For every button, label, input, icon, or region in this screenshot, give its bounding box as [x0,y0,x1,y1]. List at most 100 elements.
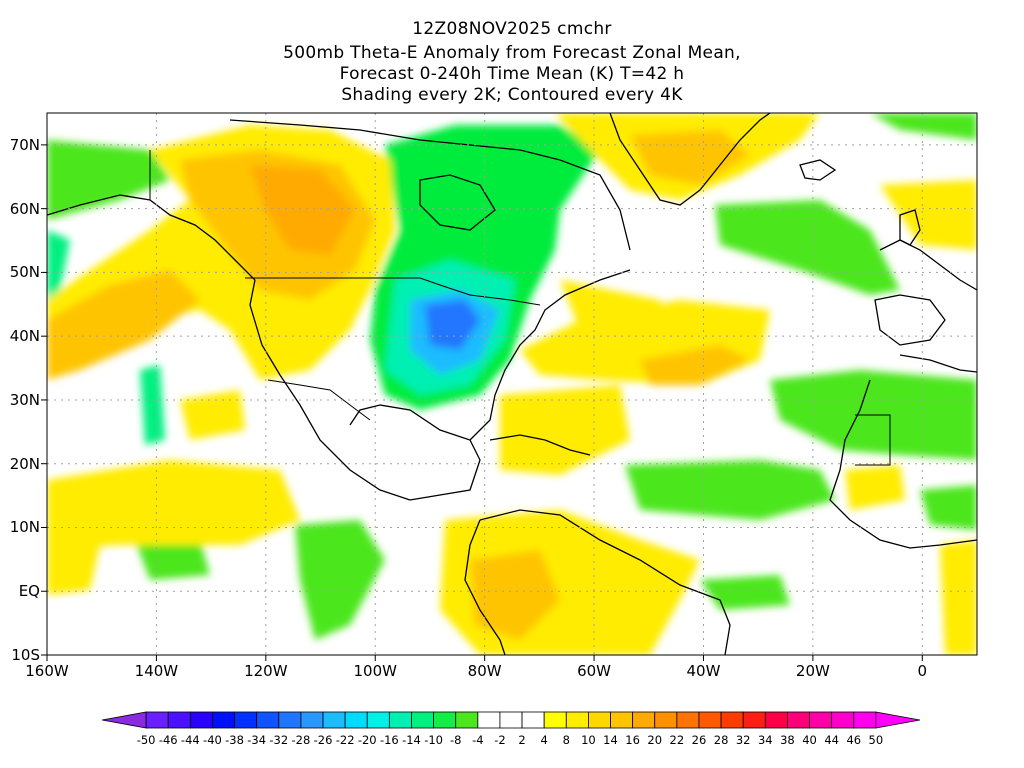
border-us-mexico [267,379,371,421]
shade-central-na-blue [425,300,480,350]
colorbar-label: -28 [291,733,311,747]
colorbar-label: 28 [713,733,729,747]
shade-south-america-orange [470,550,560,640]
coast-hudson-bay [419,174,496,231]
colorbar-swatch [742,711,766,729]
colorbar-label: 10 [581,733,596,747]
axis-ticks [41,144,923,661]
border-us-canada [245,277,541,306]
colorbar-label: 50 [868,733,884,747]
coast-africa-north [899,354,977,373]
lat-label: 20N [9,454,40,473]
gridlines [47,113,977,655]
colorbar-label: -34 [247,733,267,747]
colorbar-label: 8 [562,733,570,747]
shade-caribbean-yellow [500,385,630,475]
shade-eastern-pacific-green [295,520,385,640]
lon-label: 100W [353,662,397,680]
shade-pacific-yellow-west [47,540,100,595]
coast-uk [899,209,921,246]
colorbar [101,711,921,729]
colorbar-label: 44 [824,733,839,747]
colorbar-swatch [521,711,545,729]
lat-label: 70N [9,135,40,154]
lat-label: 60N [9,199,40,218]
colorbar-swatch [278,711,302,729]
colorbar-swatch [764,711,788,729]
colorbar-label: -2 [494,733,506,747]
colorbar-swatch [344,711,368,729]
colorbar-label: 46 [846,733,862,747]
lat-label: 40N [9,327,40,346]
shade-south-atlantic-green [700,575,790,610]
colorbar-label: -26 [313,733,333,747]
colorbar-label: 22 [669,733,685,747]
coast-south-america-west [464,519,506,655]
colorbar-label: 38 [780,733,795,747]
shade-pacific-subtropical-yellow [180,390,245,440]
colorbar-swatch [853,711,877,729]
coast-north-america-west [249,279,411,501]
colorbar-swatch [388,711,412,729]
colorbar-label: -22 [335,733,355,747]
colorbar-label: -4 [472,733,484,747]
shade-azores-yellow [845,465,905,510]
colorbar-label: 2 [518,733,526,747]
political-boundaries [149,150,891,466]
coast-south-america [479,509,731,655]
lon-label: 0 [917,662,928,680]
coast-east-us [469,269,631,441]
shade-north-atlantic-green [715,200,900,295]
shade-ne-pacific-orange [47,270,200,380]
coast-gulf [349,404,481,501]
colorbar-swatch [875,711,921,729]
lat-label: 10S [11,646,40,664]
colorbar-swatch [322,711,346,729]
title-line-4: Shading every 2K; Contoured every 4K [341,85,683,105]
lon-label: 80W [467,662,502,680]
shade-pacific-green-small [135,540,210,580]
colorbar-swatch [300,711,324,729]
lon-label: 140W [134,662,179,680]
colorbar-swatch [455,711,479,729]
colorbar-swatch [831,711,855,729]
shade-arctic-green [870,113,977,140]
colorbar-label: 32 [735,733,751,747]
lon-label: 40W [686,662,721,680]
colorbar-label: -32 [269,733,289,747]
colorbar-label: 16 [625,733,640,747]
colorbar-label: -10 [424,733,443,747]
colorbar-swatch [565,711,589,729]
coast-iberia [874,294,946,346]
colorbar-swatch [256,711,280,729]
colorbar-swatch [433,711,457,729]
colorbar-label: 14 [603,733,618,747]
lat-label: 50N [9,263,40,282]
shade-subtropical-atlantic-orange [640,345,750,385]
shade-subtropical-pacific-green [140,365,165,445]
shade-europe-yellow [880,180,977,250]
colorbar-swatch [543,711,567,729]
colorbar-swatch [698,711,722,729]
colorbar-swatch [411,711,435,729]
coast-alaska [47,194,256,281]
colorbar-label: 34 [757,733,773,747]
colorbar-label: -20 [357,733,377,747]
colorbar-label: -16 [379,733,399,747]
shade-western-na-darkorange [250,165,355,255]
shade-gulf-stream-yellow [560,280,665,335]
colorbar-swatch [189,711,213,729]
colorbar-swatch [720,711,744,729]
colorbar-swatch [787,711,810,729]
shade-greenland-orange [630,130,750,185]
anomaly-shading [47,113,977,655]
colorbar-swatch [212,711,235,729]
colorbar-label: -8 [449,733,462,747]
shade-africa-green [920,485,977,530]
coast-caribbean [489,434,591,456]
land-outlines [47,113,977,655]
colorbar-swatch [477,711,501,729]
colorbar-swatch [234,711,258,729]
lat-label: 30N [9,390,40,409]
